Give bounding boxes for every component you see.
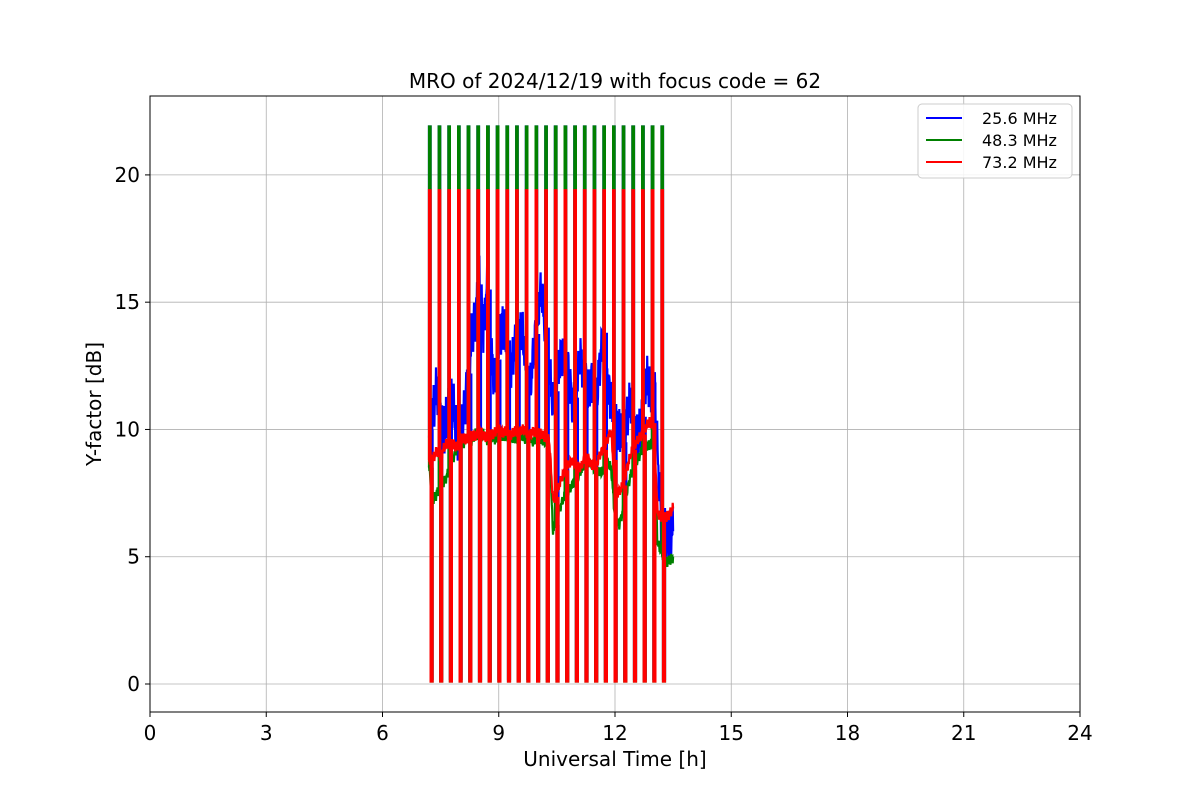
y-tick-label: 0 [127,672,140,696]
calibration-pulse [582,189,589,683]
y-axis-label: Y-factor [dB] [82,342,106,467]
x-tick-label: 0 [144,721,157,745]
calibration-pulse [515,189,521,683]
calibration-pulse [466,189,473,683]
x-tick-label: 12 [602,721,627,745]
calibration-pulse [495,189,502,683]
chart-title: MRO of 2024/12/19 with focus code = 62 [409,69,821,93]
calibration-pulse [573,189,579,683]
calibration-pulse [602,189,608,683]
calibration-pulse [544,189,550,683]
calibration-pulse [621,189,628,683]
calibration-pulse [631,189,638,683]
series-layer [427,125,675,683]
calibration-pulse [592,189,599,683]
x-tick-label: 18 [835,721,860,745]
calibration-pulse [660,189,667,683]
calibration-pulse [563,189,570,683]
calibration-pulse [505,189,512,683]
y-tick-label: 5 [127,545,140,569]
calibration-pulse [612,189,618,683]
y-tick-label: 15 [115,290,140,314]
x-tick-label: 6 [376,721,389,745]
x-axis-label: Universal Time [h] [523,747,706,771]
calibration-pulse [457,189,463,683]
calibration-pulse [476,189,483,683]
legend-item: 48.3 MHz [926,131,1057,150]
x-tick-label: 24 [1067,721,1092,745]
calibration-pulse [447,189,453,683]
x-tick-label: 21 [951,721,976,745]
legend-item: 73.2 MHz [926,153,1057,172]
legend: 25.6 MHz 48.3 MHz 73.2 MHz [917,103,1073,179]
y-tick-label: 20 [115,163,140,187]
calibration-pulse [524,189,531,683]
y-tick-label: 10 [115,417,140,441]
calibration-pulse [437,189,444,683]
legend-label: 73.2 MHz [982,153,1057,172]
axis-ticks: 0 3 6 9 12 15 18 21 24 0 5 10 15 20 [115,163,1093,745]
calibration-pulse [427,189,434,683]
calibration-pulse [553,189,560,683]
legend-label: 25.6 MHz [982,109,1057,128]
x-tick-label: 15 [719,721,744,745]
calibration-pulse [650,189,657,683]
x-tick-label: 9 [492,721,505,745]
legend-box [917,103,1073,179]
calibration-pulse [641,189,647,683]
series-73-2-mhz [427,189,675,683]
legend-label: 48.3 MHz [982,131,1057,150]
x-tick-label: 3 [260,721,273,745]
legend-item: 25.6 MHz [926,109,1057,128]
calibration-pulse [534,189,541,683]
calibration-pulse [486,189,492,683]
